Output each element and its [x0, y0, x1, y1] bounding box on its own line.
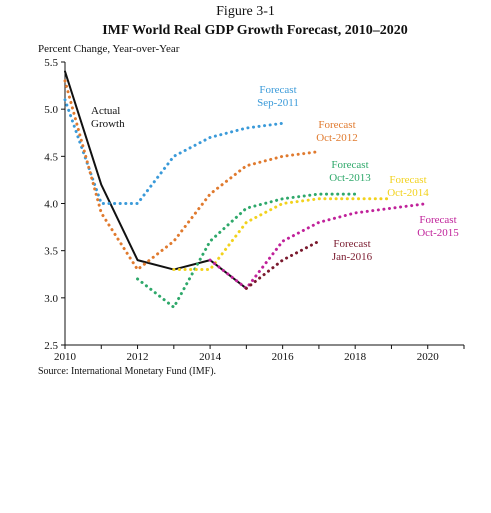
figure-label: Figure 3-1: [216, 4, 275, 19]
series-label-forecast-jan-2016: Forecast Jan-2016: [332, 238, 373, 263]
chart-axes: 2010 2012 2014 2016 2018 2020 2.5 3.0 3.5 4.0 4.5 5…: [44, 57, 465, 363]
x-tick-label: 2018: [344, 351, 367, 363]
chart-title: IMF World Real GDP Growth Forecast, 2010…: [102, 23, 408, 38]
series-line-forecast-oct-2012: [63, 79, 321, 272]
x-tick-label: 2014: [199, 351, 222, 363]
series-line-forecast-jan-2016: [244, 239, 321, 290]
series-line-forecast-oct-2013: [136, 192, 357, 309]
y-tick-label: 4.0: [44, 199, 58, 211]
chart-series: [63, 70, 430, 309]
y-tick-label: 5.5: [44, 57, 58, 69]
source-note: Source: International Monetary Fund (IMF…: [38, 366, 217, 377]
x-tick-label: 2010: [54, 351, 77, 363]
chart-series-labels: Actual Growth Forecast Sep-2011 Forecast Oct-…: [91, 84, 459, 263]
series-label-forecast-sep-2011: Forecast Sep-2011: [257, 84, 299, 109]
y-axis-label: Percent Change, Year-over-Year: [38, 43, 180, 55]
y-tick-label: 4.5: [44, 151, 58, 163]
x-tick-label: 2016: [272, 351, 295, 363]
series-label-actual-growth: Actual Growth: [91, 105, 125, 130]
y-tick-label: 5.0: [44, 104, 58, 116]
x-tick-label: 2012: [127, 351, 149, 363]
y-tick-label: 3.0: [44, 293, 58, 305]
series-label-forecast-oct-2014: Forecast Oct-2014: [387, 174, 429, 199]
y-tick-label: 2.5: [44, 340, 58, 352]
series-line-forecast-oct-2015: [208, 202, 430, 290]
series-label-forecast-oct-2013: Forecast Oct-2013: [329, 159, 371, 184]
series-line-actual-growth: [64, 70, 248, 290]
x-tick-label: 2020: [417, 351, 440, 363]
series-label-forecast-oct-2012: Forecast Oct-2012: [316, 119, 358, 144]
series-label-forecast-oct-2015: Forecast Oct-2015: [417, 214, 459, 239]
y-tick-label: 3.5: [44, 246, 58, 258]
